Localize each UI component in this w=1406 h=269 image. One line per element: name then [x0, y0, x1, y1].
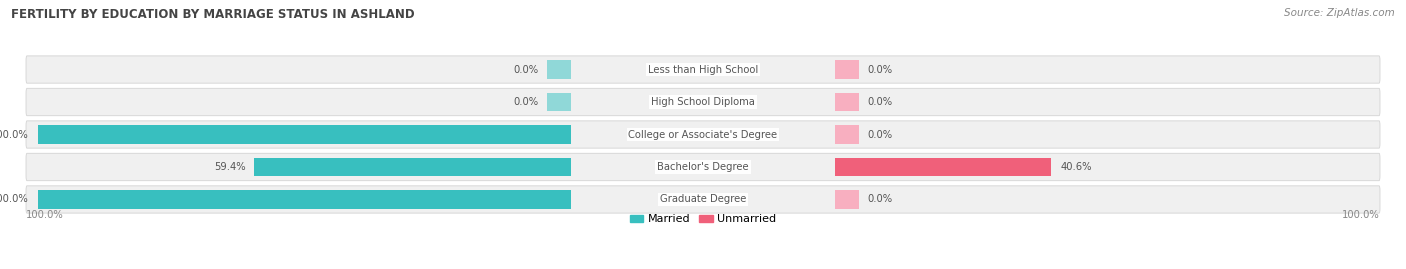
Bar [254, 158, 571, 176]
Text: 0.0%: 0.0% [868, 97, 893, 107]
Text: 0.0%: 0.0% [513, 65, 538, 75]
Text: Bachelor's Degree: Bachelor's Degree [657, 162, 749, 172]
Text: 0.0%: 0.0% [868, 65, 893, 75]
Text: 100.0%: 100.0% [1343, 210, 1379, 220]
Bar [835, 158, 1052, 176]
Text: 0.0%: 0.0% [868, 194, 893, 204]
FancyBboxPatch shape [27, 153, 1379, 180]
Text: 100.0%: 100.0% [0, 129, 30, 140]
Bar [835, 125, 859, 144]
Bar [835, 60, 859, 79]
Text: High School Diploma: High School Diploma [651, 97, 755, 107]
FancyBboxPatch shape [27, 89, 1379, 116]
Text: College or Associate's Degree: College or Associate's Degree [628, 129, 778, 140]
Bar [835, 190, 859, 209]
Text: 100.0%: 100.0% [0, 194, 30, 204]
FancyBboxPatch shape [27, 186, 1379, 213]
Legend: Married, Unmarried: Married, Unmarried [626, 210, 780, 229]
Text: Less than High School: Less than High School [648, 65, 758, 75]
Bar [547, 60, 571, 79]
Bar [547, 93, 571, 111]
Text: 0.0%: 0.0% [868, 129, 893, 140]
Bar [38, 125, 571, 144]
FancyBboxPatch shape [27, 56, 1379, 83]
Text: 0.0%: 0.0% [513, 97, 538, 107]
Bar [38, 190, 571, 209]
FancyBboxPatch shape [27, 121, 1379, 148]
Bar [835, 93, 859, 111]
Text: 100.0%: 100.0% [27, 210, 63, 220]
Text: 40.6%: 40.6% [1060, 162, 1091, 172]
Text: 59.4%: 59.4% [214, 162, 246, 172]
Text: Graduate Degree: Graduate Degree [659, 194, 747, 204]
Text: Source: ZipAtlas.com: Source: ZipAtlas.com [1284, 8, 1395, 18]
Text: FERTILITY BY EDUCATION BY MARRIAGE STATUS IN ASHLAND: FERTILITY BY EDUCATION BY MARRIAGE STATU… [11, 8, 415, 21]
